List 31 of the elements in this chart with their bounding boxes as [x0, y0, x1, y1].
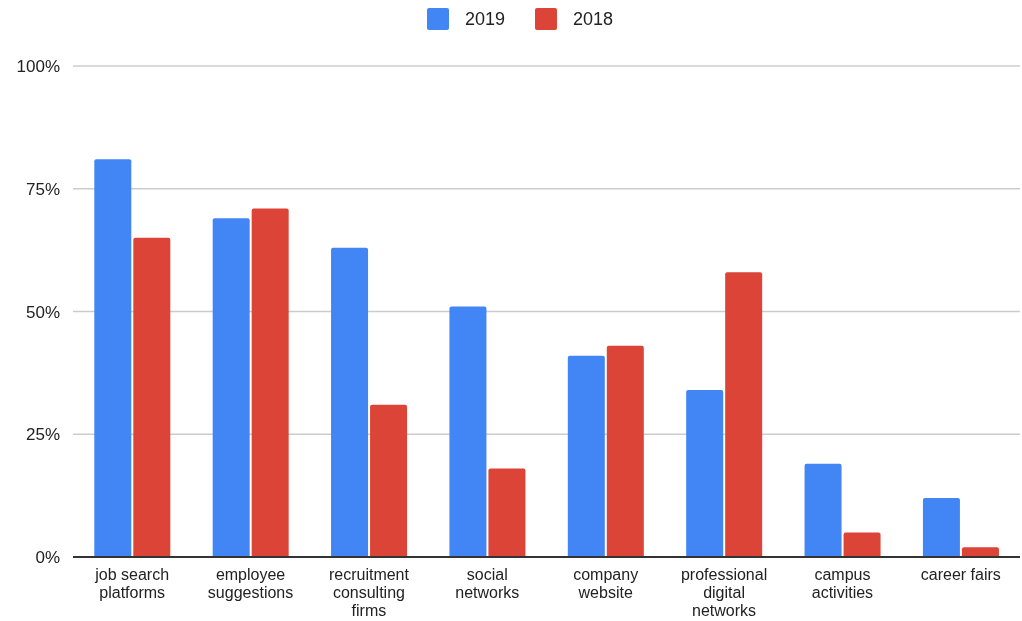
bar: [606, 345, 644, 557]
y-tick-label: 100%: [16, 57, 60, 76]
bar: [804, 463, 842, 557]
x-tick-label: job search platforms: [94, 566, 170, 602]
legend-label: 2019: [464, 8, 505, 30]
x-tick-label: career fairs: [920, 566, 1001, 584]
y-tick-label: 0%: [35, 548, 60, 567]
bar: [488, 468, 526, 557]
bar: [922, 498, 960, 557]
bar: [370, 404, 408, 557]
x-tick-label: social networks: [455, 566, 520, 602]
x-tick-label: recruitment consulting firms: [328, 566, 410, 620]
bar: [94, 159, 132, 557]
x-tick-label: campus activities: [811, 566, 874, 602]
bar: [251, 208, 289, 557]
x-tick-label: company website: [573, 566, 639, 602]
bar: [133, 237, 171, 557]
bar: [725, 272, 763, 557]
legend-label: 2018: [573, 8, 614, 30]
bar: [843, 532, 881, 557]
bar: [961, 547, 999, 557]
y-tick-label: 50%: [25, 302, 60, 322]
bar: [212, 218, 250, 557]
bar: [331, 247, 369, 557]
bar: [567, 355, 605, 557]
bar: [686, 390, 724, 557]
y-tick-label: 75%: [25, 179, 60, 199]
x-tick-label: professional digital networks: [680, 566, 768, 620]
y-tick-label: 25%: [25, 425, 60, 445]
bar: [449, 306, 487, 557]
x-tick-label: employee suggestions: [207, 566, 294, 602]
